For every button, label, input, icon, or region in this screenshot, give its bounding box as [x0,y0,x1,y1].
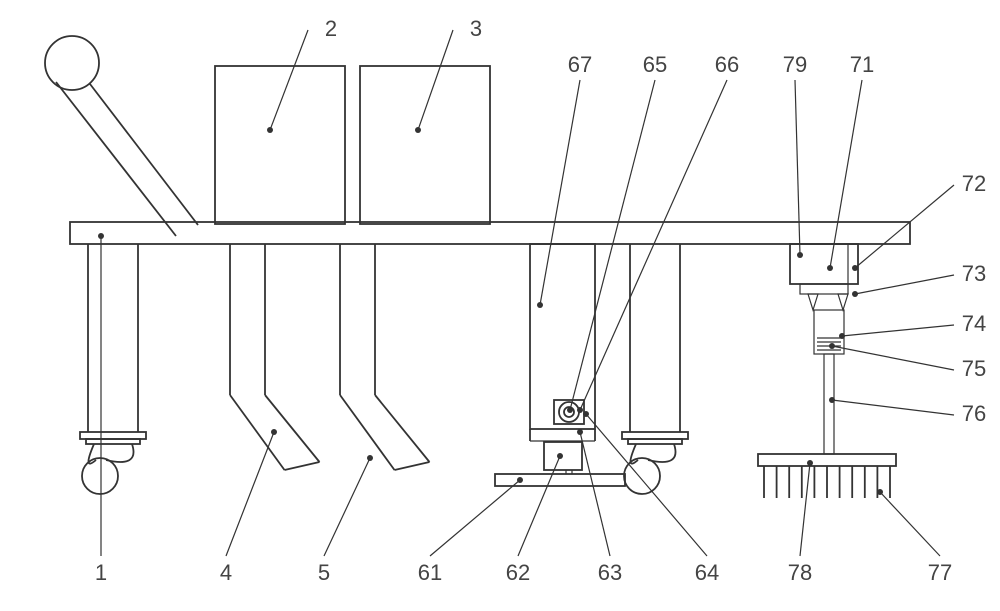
caster-wheel [624,458,660,494]
label-76: 76 [829,397,986,426]
label-66: 66 [577,52,739,413]
label-number: 5 [318,560,330,585]
label-number: 74 [962,311,986,336]
caster-wheel [82,458,118,494]
label-5: 5 [318,455,373,585]
label-79: 79 [783,52,807,258]
label-63: 63 [577,429,622,585]
tine-plate-78 [758,454,896,466]
label-number: 3 [470,16,482,41]
label-67: 67 [537,52,592,308]
tank-3 [360,66,490,224]
label-number: 79 [783,52,807,77]
label-71: 71 [827,52,874,271]
label-number: 1 [95,560,107,585]
label-75: 75 [829,343,986,381]
mid-housing-67 [530,244,595,429]
label-number: 62 [506,560,530,585]
label-65: 65 [567,52,667,413]
label-number: 67 [568,52,592,77]
handle-ring [45,36,99,90]
label-number: 61 [418,560,442,585]
label-number: 65 [643,52,667,77]
label-number: 2 [325,16,337,41]
label-number: 63 [598,560,622,585]
label-1: 1 [95,233,107,585]
label-number: 71 [850,52,874,77]
label-72: 72 [852,171,986,271]
label-3: 3 [415,16,482,133]
label-number: 78 [788,560,812,585]
label-73: 73 [852,261,986,297]
tank-2 [215,66,345,224]
label-number: 72 [962,171,986,196]
label-number: 76 [962,401,986,426]
label-77: 77 [877,489,952,585]
label-number: 66 [715,52,739,77]
label-number: 64 [695,560,719,585]
mechanical-patent-diagram: 1 2 3 4 5 61 62 63 64 65 66 67 71 72 73 74 75 76 77 78 79 [0,0,1000,611]
label-number: 73 [962,261,986,286]
label-number: 77 [928,560,952,585]
label-number: 75 [962,356,986,381]
rod-76 [824,354,834,454]
label-78: 78 [788,460,813,585]
deck-bar [70,222,910,244]
label-62: 62 [506,453,563,585]
label-number: 4 [220,560,232,585]
label-64: 64 [583,411,719,585]
label-2: 2 [267,16,337,133]
label-4: 4 [220,429,277,585]
label-74: 74 [839,311,986,339]
